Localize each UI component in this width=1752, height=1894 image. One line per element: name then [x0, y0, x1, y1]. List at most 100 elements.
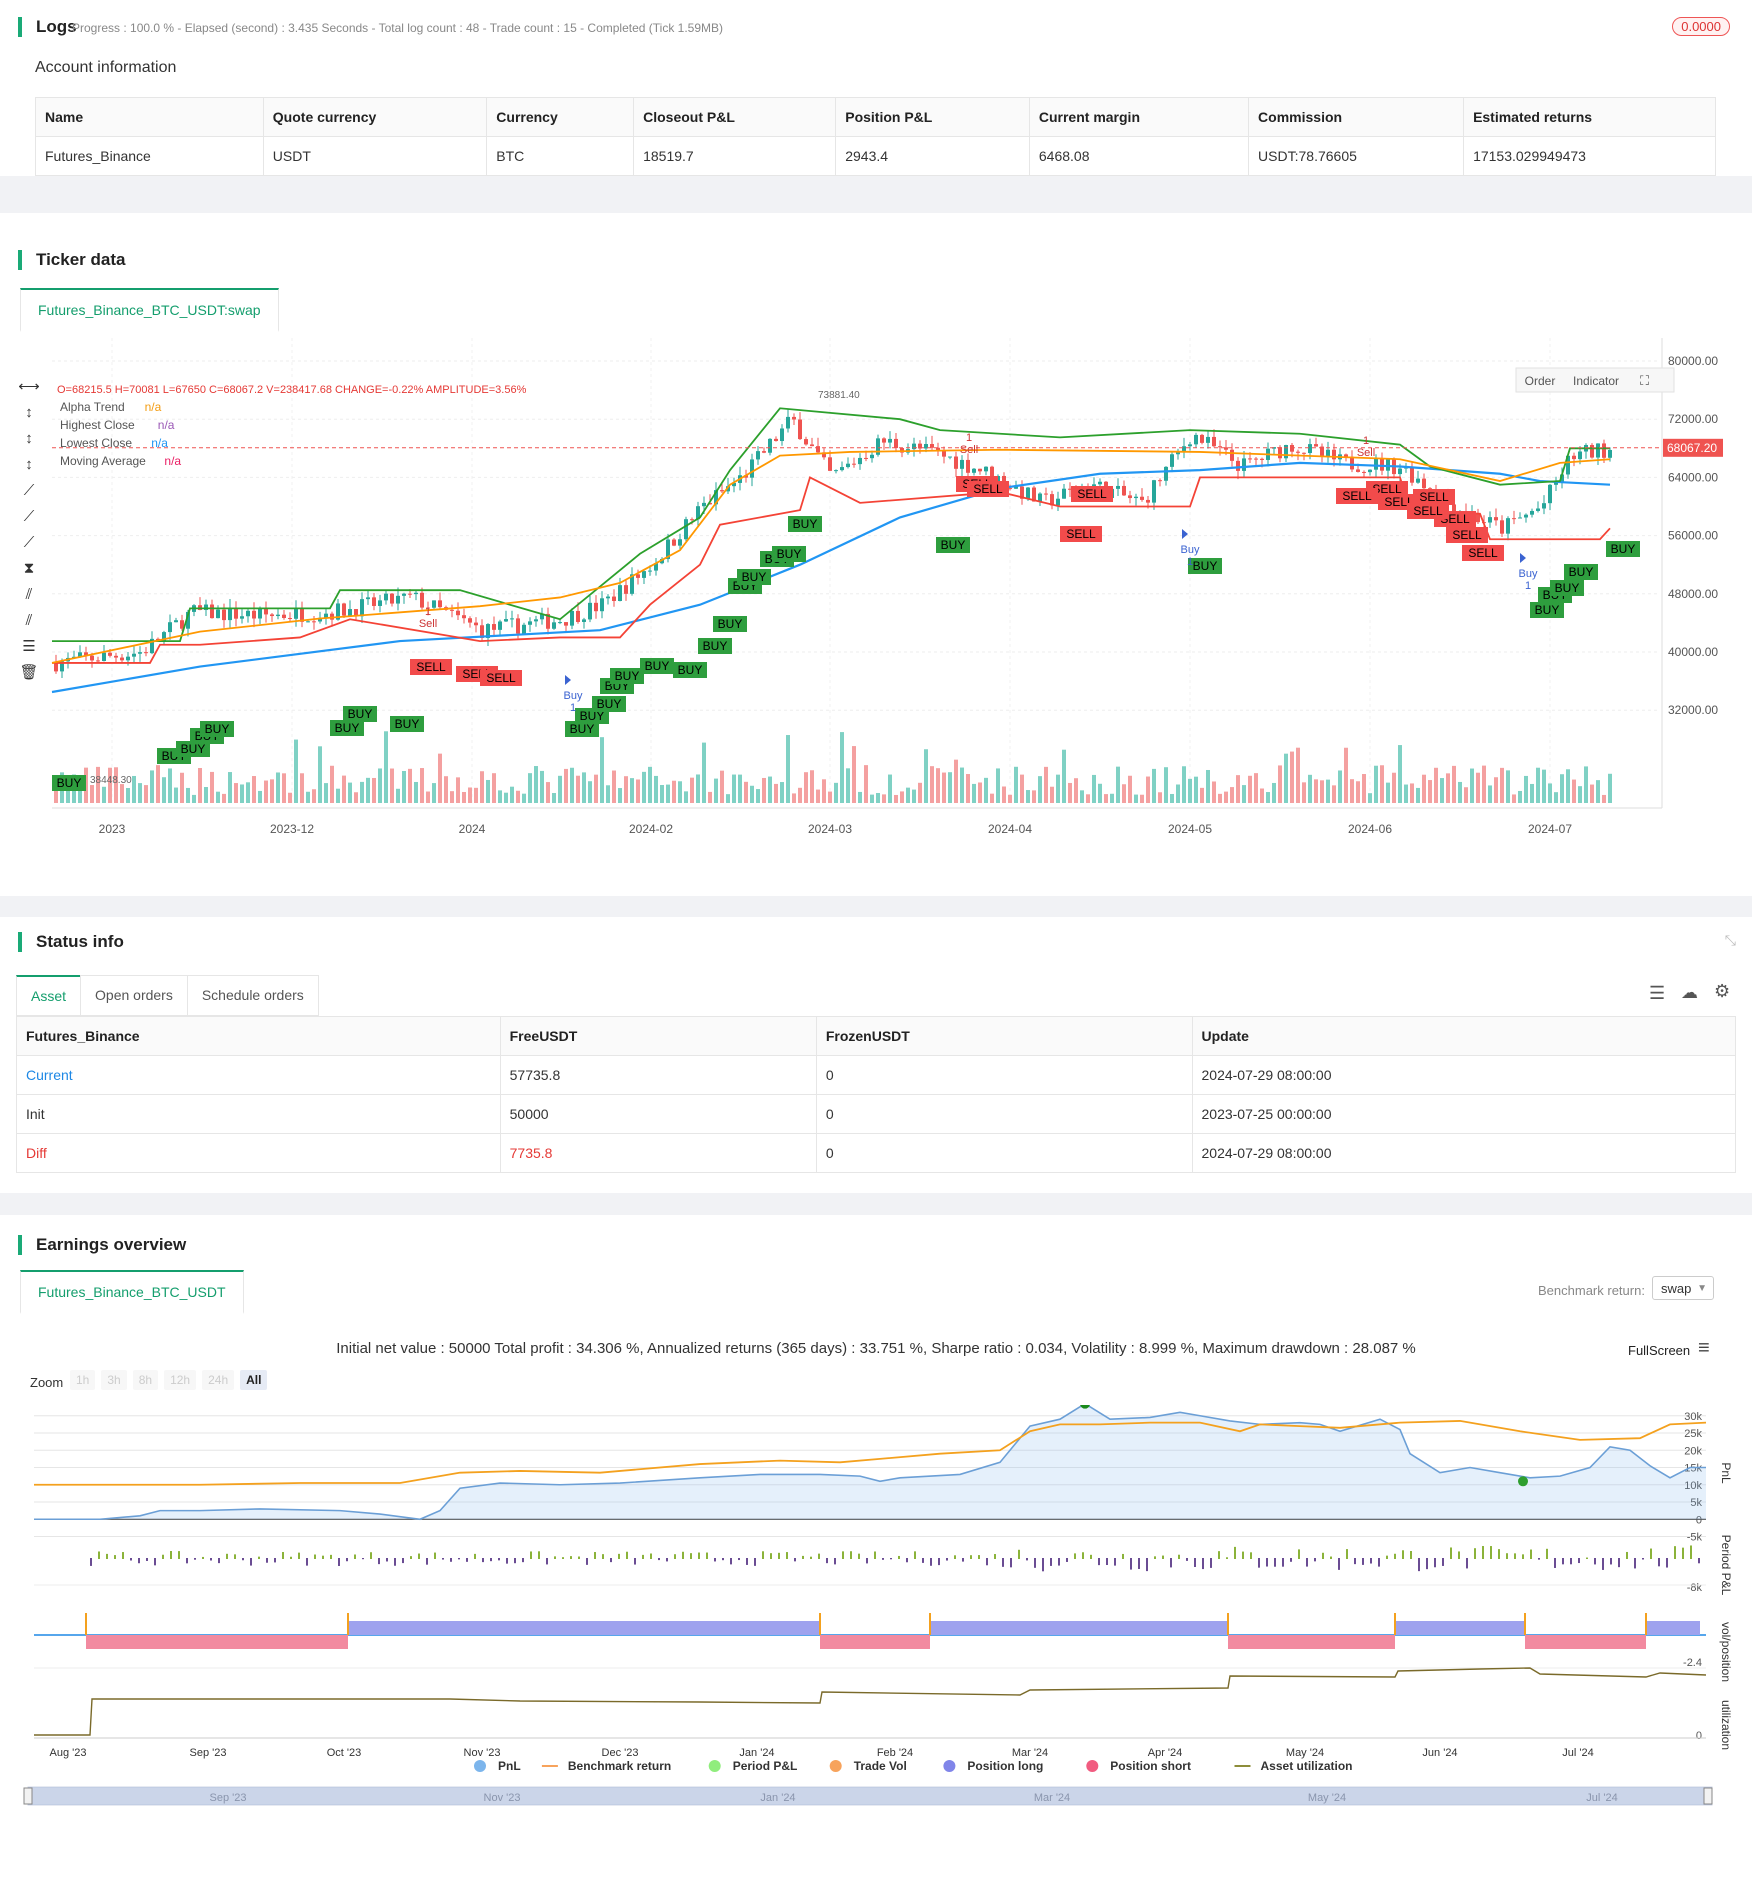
candle	[912, 443, 916, 450]
collapse-icon[interactable]: ⤡	[1724, 932, 1736, 948]
fullscreen-button[interactable]: FullScreen	[1628, 1343, 1691, 1358]
candlestick-chart[interactable]: 80000.00 72000.00 64000.00 56000.00 48000.00…	[0, 333, 1752, 913]
price-tick-label: 80000.00	[1668, 354, 1718, 368]
status-tabs: Asset Open orders Schedule orders	[16, 975, 319, 1016]
period-pnl-bar	[554, 1556, 556, 1559]
navigator-tick-label: Jul '24	[1586, 1792, 1617, 1804]
zoom-24h[interactable]: 24h	[202, 1370, 235, 1390]
tab-ticker-symbol[interactable]: Futures_Binance_BTC_USDT:swap	[20, 288, 279, 332]
candle	[618, 585, 622, 601]
zoom-8h[interactable]: 8h	[132, 1370, 159, 1390]
buy-marker	[640, 658, 674, 674]
volume-bar	[210, 771, 214, 803]
candle	[1278, 447, 1282, 459]
side-axis-label: vol/position	[1719, 1622, 1733, 1682]
volume-bar	[1140, 794, 1144, 803]
volume-bar	[720, 770, 724, 803]
volume-bar	[1176, 784, 1180, 803]
zoom-12h[interactable]: 12h	[164, 1370, 197, 1390]
gear-icon[interactable]: ⚙	[1714, 981, 1731, 1001]
period-pnl-bar	[970, 1555, 972, 1559]
volume-bar	[1548, 783, 1552, 803]
period-pnl-bar	[802, 1555, 804, 1559]
column-header: Currency	[486, 97, 635, 137]
period-pnl-bar	[1450, 1547, 1452, 1559]
pnl-area	[34, 1405, 1706, 1520]
volume-bar	[1194, 776, 1198, 803]
volume-bar	[1230, 787, 1234, 803]
tab-schedule-orders[interactable]: Schedule orders	[186, 975, 319, 1016]
account-info-title: Account information	[35, 59, 177, 76]
tab-asset[interactable]: Asset	[16, 975, 82, 1016]
table-cell: 18519.7	[633, 136, 837, 176]
period-pnl-bar	[682, 1551, 684, 1559]
volume-bar	[1434, 767, 1438, 803]
volume-bar	[1128, 775, 1132, 803]
volume-bar	[192, 794, 196, 803]
sell-signal-label: Sell	[1357, 447, 1375, 459]
period-pnl-bar	[1442, 1558, 1444, 1566]
period-pnl-bar	[1658, 1558, 1660, 1567]
candle	[948, 456, 952, 458]
volume-bar	[1182, 766, 1186, 803]
tab-open-orders[interactable]: Open orders	[80, 975, 188, 1016]
candle	[972, 468, 976, 473]
sell-signal-count: 1	[425, 606, 431, 618]
legend-name: Alpha Trend	[60, 400, 125, 414]
candle	[1422, 478, 1426, 489]
earnings-chart[interactable]: 35k 30k 25k 20k 15k 10k 5k 0 -5k -8k -2.4 0 PnL Perio…	[0, 1405, 1752, 1875]
benchmark-select[interactable]: swap ▼	[1652, 1276, 1714, 1300]
zoom-3h[interactable]: 3h	[101, 1370, 127, 1390]
volume-bar	[1470, 768, 1474, 803]
period-pnl-bar	[170, 1551, 172, 1559]
zoom-1h[interactable]: 1h	[70, 1370, 96, 1390]
volume-bar	[630, 778, 634, 803]
candle	[1038, 493, 1042, 502]
candle	[378, 600, 382, 606]
sell-marker	[1060, 526, 1102, 542]
candle	[834, 470, 838, 472]
legend-label: Benchmark return	[568, 1759, 671, 1773]
buy-marker	[343, 706, 377, 722]
period-pnl-bar	[898, 1555, 900, 1559]
list-icon[interactable]: ☰	[1649, 983, 1666, 1003]
candle	[1296, 451, 1300, 453]
period-pnl-bar	[850, 1551, 852, 1559]
legend-value: n/a	[158, 418, 175, 432]
zoom-label: Zoom	[30, 1375, 64, 1390]
volume-bar	[510, 786, 514, 803]
status-panel: Status info ⤡ Asset Open orders Schedule o…	[0, 917, 1752, 1193]
tab-earnings-symbol[interactable]: Futures_Binance_BTC_USDT	[20, 1270, 244, 1314]
volume-bar	[1260, 788, 1264, 803]
volume-bar	[1584, 766, 1588, 803]
period-pnl-bar	[1026, 1558, 1028, 1561]
volume-bar	[222, 793, 226, 803]
order-button: Order	[1525, 374, 1556, 388]
sell-label: SELL	[1413, 504, 1443, 518]
period-pnl-bar	[586, 1558, 588, 1565]
cloud-download-icon[interactable]: ☁	[1681, 983, 1698, 1002]
menu-icon[interactable]: ≡	[1698, 1337, 1710, 1359]
period-pnl-bar	[226, 1553, 228, 1559]
buy-marker	[390, 716, 424, 732]
volume-bar	[1290, 751, 1294, 803]
period-pnl-bar	[362, 1558, 364, 1560]
period-pnl-bar	[178, 1551, 180, 1559]
volume-bar	[1038, 776, 1042, 803]
volume-bar	[558, 775, 562, 803]
period-pnl-bar	[746, 1558, 748, 1565]
volume-bar	[768, 776, 772, 803]
period-pnl-bar	[210, 1558, 212, 1561]
zoom-All[interactable]: All	[240, 1370, 268, 1390]
candle	[708, 502, 712, 505]
navigator-tick-label: Jan '24	[760, 1792, 795, 1804]
period-pnl-bar	[762, 1551, 764, 1559]
candle	[390, 593, 394, 604]
candle	[366, 597, 370, 600]
candle	[750, 459, 754, 478]
candle	[1362, 471, 1366, 473]
volume-bar	[1092, 774, 1096, 803]
buy-label: BUY	[777, 547, 802, 561]
candle	[264, 608, 268, 615]
trade-vol-bar	[85, 1613, 87, 1635]
